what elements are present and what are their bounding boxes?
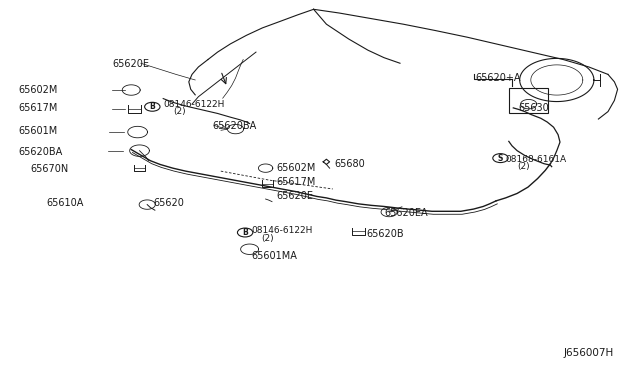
- Text: (2): (2): [261, 234, 274, 243]
- Text: 65620B: 65620B: [366, 230, 404, 239]
- Text: B: B: [243, 228, 248, 237]
- Text: 65620BA: 65620BA: [18, 147, 62, 157]
- Text: 65617M: 65617M: [18, 103, 58, 113]
- Text: J656007H: J656007H: [563, 349, 614, 358]
- Text: 65620EA: 65620EA: [384, 208, 428, 218]
- Bar: [509, 88, 548, 113]
- Text: 65680: 65680: [334, 159, 365, 169]
- Text: 65620+A: 65620+A: [475, 73, 520, 83]
- Text: 65670N: 65670N: [31, 164, 69, 174]
- Text: 08146-6122H: 08146-6122H: [252, 226, 313, 235]
- Text: 65601MA: 65601MA: [252, 251, 298, 261]
- Text: 65620E: 65620E: [276, 192, 314, 201]
- Text: 65620BA: 65620BA: [212, 122, 257, 131]
- Text: 65601M: 65601M: [18, 126, 57, 136]
- Text: B: B: [150, 102, 155, 111]
- Text: 65602M: 65602M: [276, 163, 316, 173]
- Text: (2): (2): [173, 107, 186, 116]
- Text: 08146-6122H: 08146-6122H: [163, 100, 225, 109]
- Text: 65610A: 65610A: [46, 198, 83, 208]
- Text: S: S: [498, 154, 503, 163]
- Text: 65620E: 65620E: [113, 59, 150, 69]
- Text: 08168-6161A: 08168-6161A: [506, 155, 567, 164]
- Text: 65630: 65630: [518, 103, 549, 113]
- Text: 65620: 65620: [154, 198, 184, 208]
- Text: (2): (2): [517, 162, 530, 171]
- Text: 65617M: 65617M: [276, 177, 316, 187]
- Text: 65602M: 65602M: [18, 85, 58, 95]
